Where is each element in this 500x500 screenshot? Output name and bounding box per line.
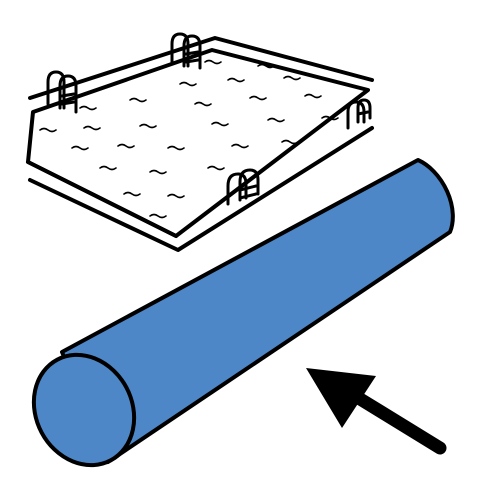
ladder-rail <box>346 100 366 130</box>
pool-water-surface <box>26 48 370 238</box>
ripple <box>227 77 245 83</box>
ripple <box>207 165 225 171</box>
ripple <box>249 95 267 101</box>
ladder-step <box>60 100 76 106</box>
ladder-rail <box>226 172 248 206</box>
ripple <box>167 193 185 199</box>
pool-ladder-icon <box>170 32 202 70</box>
ripple <box>179 81 197 87</box>
pool-ladder-icon <box>226 168 260 206</box>
ripple <box>39 127 57 133</box>
swimming-pool-icon <box>26 32 374 252</box>
ripple <box>117 143 135 149</box>
ladder-step <box>184 50 200 56</box>
pool-noodle-end-cap <box>31 352 137 468</box>
pool-ladder-icon <box>346 98 372 130</box>
ripple <box>283 75 301 81</box>
ladder-step <box>184 58 200 64</box>
ladder-step <box>356 110 370 116</box>
ladder-step <box>238 192 258 200</box>
arrow-icon <box>306 368 447 455</box>
ripple <box>71 145 89 151</box>
ripple <box>194 101 212 107</box>
ripple <box>167 145 185 151</box>
pool-ladder-icon <box>46 70 78 114</box>
ladder-rail <box>182 34 202 70</box>
ripple <box>304 93 322 99</box>
ripple <box>79 105 97 111</box>
ripple <box>149 213 167 219</box>
ladder-rail <box>58 74 78 114</box>
ladder-rail <box>356 98 372 124</box>
ripple <box>204 59 222 65</box>
ripple <box>139 123 157 129</box>
arrow-head <box>306 368 376 428</box>
ladder-rail <box>170 32 190 68</box>
ripple <box>321 115 339 121</box>
ripple <box>123 191 141 197</box>
pool-outer-edge <box>28 36 374 100</box>
ripple <box>149 169 167 175</box>
ripple <box>257 63 275 69</box>
arrow-shaft <box>345 387 447 455</box>
pool-noodle-body <box>60 158 455 464</box>
pool-noodle-icon <box>31 158 455 468</box>
water-ripples <box>39 59 339 219</box>
ladder-step <box>238 184 258 192</box>
ladder-rail <box>238 168 260 202</box>
ripple <box>281 139 299 145</box>
ripple <box>211 121 229 127</box>
ladder-step <box>60 92 76 98</box>
pool-outer-edge-front <box>28 126 374 252</box>
ripple <box>99 165 117 171</box>
ripple <box>267 117 285 123</box>
pool-deck-line <box>26 160 178 238</box>
ripple <box>83 125 101 131</box>
ripple <box>129 97 147 103</box>
ripple <box>231 143 249 149</box>
